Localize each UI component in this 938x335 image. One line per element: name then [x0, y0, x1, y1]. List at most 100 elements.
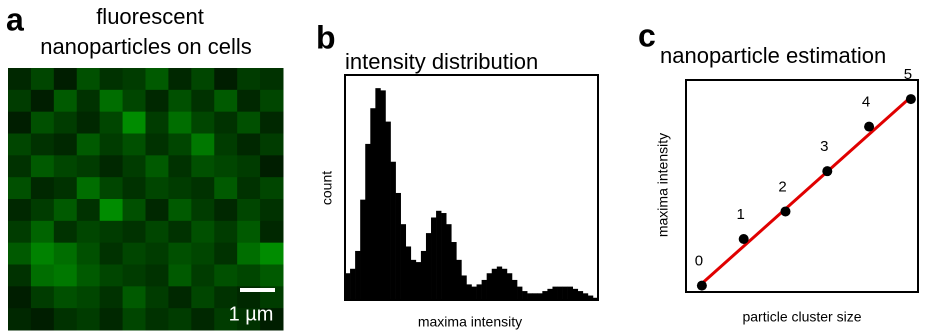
pixel [31, 265, 54, 287]
pixel [100, 308, 123, 330]
plot-frame [686, 80, 918, 292]
bar [396, 193, 401, 300]
pixel [191, 68, 214, 90]
pixel [191, 243, 214, 265]
panel-letter: c [638, 17, 656, 53]
bar [497, 267, 502, 300]
pixel [77, 90, 100, 112]
pixel [260, 90, 283, 112]
fit-line [702, 97, 911, 284]
pixel [191, 112, 214, 134]
bar [532, 293, 537, 300]
pixel [100, 112, 123, 134]
pixel [77, 134, 100, 156]
bar [537, 293, 542, 300]
pixel [8, 134, 31, 156]
pixel [146, 155, 169, 177]
bar [416, 262, 421, 300]
pixel [214, 265, 237, 287]
pixel [123, 308, 146, 330]
pixel [77, 112, 100, 134]
pixel [191, 155, 214, 177]
pixel [31, 199, 54, 221]
point [822, 166, 832, 176]
bar [451, 242, 456, 300]
pixel [77, 199, 100, 221]
panel-letter: a [6, 1, 24, 37]
pixel [8, 221, 31, 243]
pixel [168, 134, 191, 156]
pixel [260, 221, 283, 243]
pixel [146, 68, 169, 90]
pixel [100, 221, 123, 243]
pixel [237, 112, 260, 134]
bar [522, 291, 527, 300]
pixel [146, 199, 169, 221]
pixel [123, 286, 146, 308]
pixel [100, 90, 123, 112]
pixel [214, 243, 237, 265]
pixel [31, 155, 54, 177]
pixel [100, 243, 123, 265]
point [697, 281, 707, 291]
point [739, 234, 749, 244]
pixel [237, 68, 260, 90]
pixel [54, 155, 77, 177]
panel-letter: b [316, 19, 336, 55]
pixel [260, 243, 283, 265]
pixel [123, 90, 146, 112]
point-label: 1 [737, 206, 745, 223]
pixel [31, 286, 54, 308]
pixel [8, 243, 31, 265]
bar [365, 144, 370, 300]
pixel [237, 265, 260, 287]
pixel [260, 177, 283, 199]
pixel [31, 308, 54, 330]
pixel [31, 68, 54, 90]
bar [568, 287, 573, 300]
bar [487, 273, 492, 300]
pixel [31, 221, 54, 243]
pixel [214, 112, 237, 134]
pixel [31, 112, 54, 134]
x-axis-label: maxima intensity [418, 314, 522, 330]
bar [411, 260, 416, 300]
pixel [214, 155, 237, 177]
pixel [260, 134, 283, 156]
point-label: 0 [695, 253, 703, 270]
y-axis-label: maxima intensity [655, 133, 671, 237]
pixel [146, 265, 169, 287]
pixel [31, 243, 54, 265]
pixel [191, 199, 214, 221]
pixel [100, 286, 123, 308]
bar [547, 289, 552, 300]
pixel [31, 177, 54, 199]
point-label: 5 [904, 66, 912, 83]
pixel [146, 90, 169, 112]
pixel [54, 68, 77, 90]
bar [431, 217, 436, 300]
pixel [8, 90, 31, 112]
pixel [214, 177, 237, 199]
bar [512, 280, 517, 300]
bar [401, 224, 406, 300]
point [864, 122, 874, 132]
pixel [191, 286, 214, 308]
bar [502, 269, 507, 300]
pixel [237, 134, 260, 156]
pixel [146, 134, 169, 156]
pixel [214, 134, 237, 156]
bar [446, 224, 451, 300]
pixel [8, 286, 31, 308]
pixel [168, 199, 191, 221]
bar [527, 293, 532, 300]
pixel [123, 265, 146, 287]
pixel [54, 308, 77, 330]
bar [507, 273, 512, 300]
pixel [77, 68, 100, 90]
bar [436, 211, 441, 300]
title: fluorescent [96, 4, 204, 29]
pixel [123, 112, 146, 134]
pixel [8, 308, 31, 330]
pixel [237, 199, 260, 221]
